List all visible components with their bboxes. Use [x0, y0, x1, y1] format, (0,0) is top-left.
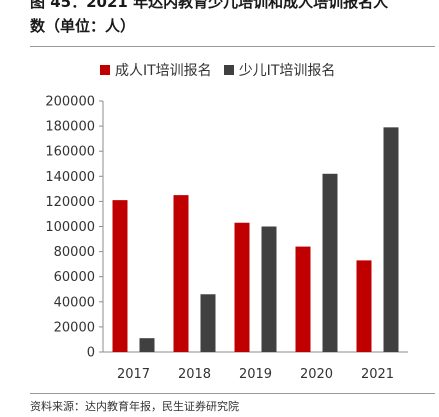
legend-item-child: 少儿IT培训报名 [223, 60, 336, 80]
legend-item-adult: 成人IT培训报名 [100, 60, 212, 80]
y-tick-label: 160000 [45, 145, 95, 160]
x-tick-label: 2020 [300, 367, 333, 382]
chart-title: 图 45：2021 年达内教育少儿培训和成人培训报名人 数（单位：人） [30, 0, 439, 46]
y-tick-label: 80000 [54, 245, 95, 260]
x-tick-label: 2019 [239, 367, 272, 382]
y-tick-label: 120000 [45, 195, 95, 210]
bar-chart: 0 20000 40000 60000 80000 100000 120000 140000 1… [45, 95, 408, 382]
x-tick-label: 2018 [178, 367, 211, 382]
bar-adult [295, 246, 311, 352]
bar-child [139, 338, 155, 352]
y-tick-label: 140000 [45, 170, 95, 185]
y-tick-label: 200000 [45, 95, 95, 110]
title-divider [30, 46, 435, 47]
source-note: 资料来源：达内教育年报，民生证券研究院 [30, 400, 239, 413]
bar-child [200, 294, 216, 352]
y-tick-label: 180000 [45, 120, 95, 135]
x-tick-label: 2017 [117, 367, 150, 382]
bar-adult [173, 195, 189, 352]
chart-title-line-1: 图 45：2021 年达内教育少儿培训和成人培训报名人 [30, 0, 389, 11]
bar-child [383, 127, 399, 352]
bar-adult [356, 260, 372, 352]
bar-child [322, 173, 338, 352]
y-tick-label: 100000 [45, 220, 95, 235]
legend-swatch-child [223, 65, 234, 75]
bar-adult [234, 222, 250, 352]
legend-label-child: 少儿IT培训报名 [238, 63, 336, 79]
x-tick-label: 2021 [361, 367, 394, 382]
footer-divider [30, 393, 435, 394]
y-tick-label: 60000 [54, 270, 95, 285]
legend-swatch-adult [100, 65, 110, 75]
y-tick-label: 40000 [54, 295, 95, 310]
chart-title-line-2: 数（单位：人） [30, 17, 136, 35]
y-tick-label: 20000 [54, 320, 95, 335]
y-tick-label: 0 [87, 346, 95, 361]
chart-legend: 成人IT培训报名 少儿IT培训报名 [100, 60, 347, 80]
bar-adult [112, 200, 128, 352]
bar-child [261, 226, 277, 352]
legend-label-adult: 成人IT培训报名 [115, 63, 212, 79]
